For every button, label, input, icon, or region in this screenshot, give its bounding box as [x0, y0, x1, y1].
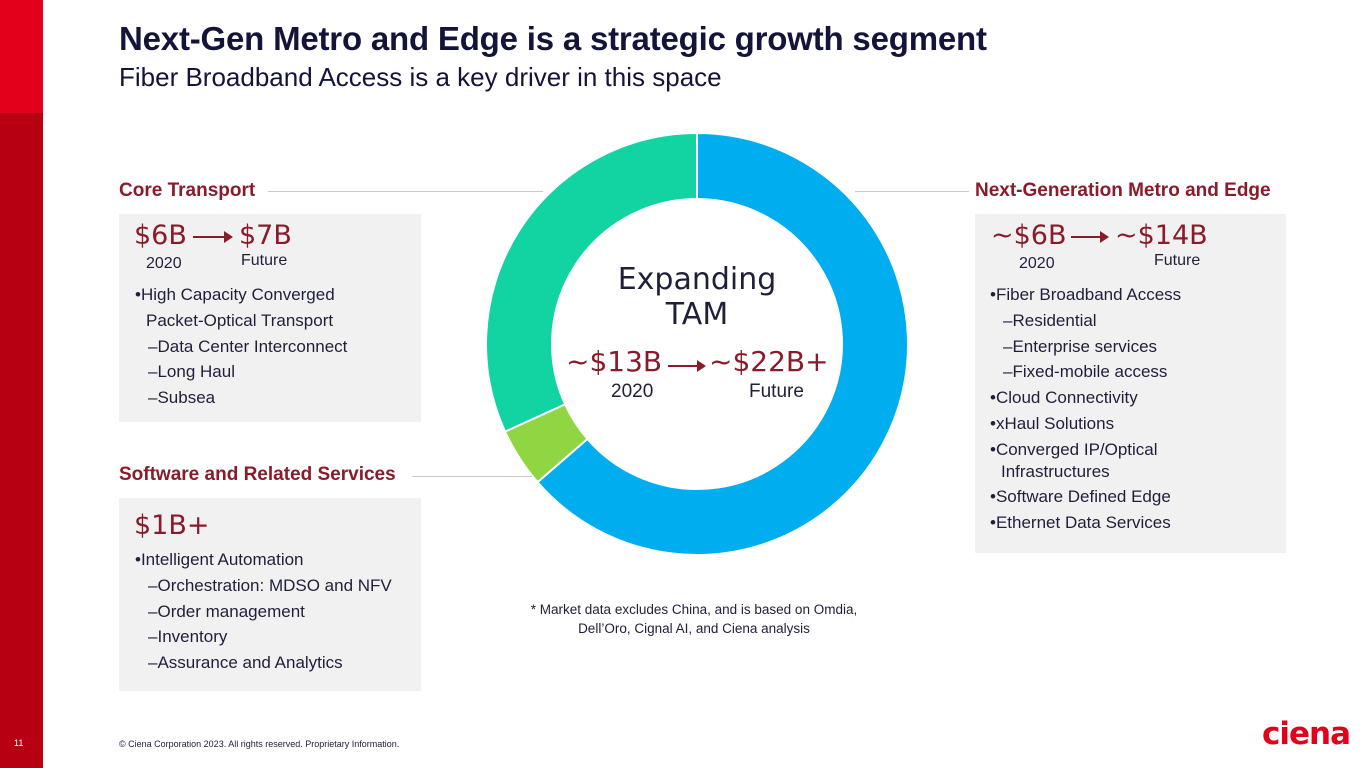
core-transport-arrow-icon	[193, 231, 233, 243]
list-item: Enterprise services	[990, 334, 1181, 360]
list-item: Software Defined Edge	[990, 484, 1181, 510]
side-accent-bar	[0, 0, 43, 768]
core-transport-list: High Capacity Converged Packet-Optical T…	[135, 282, 347, 411]
footnote-line-2: Dell’Oro, Cignal AI, and Ciena analysis	[578, 621, 810, 636]
core-transport-2020-label: 2020	[146, 255, 182, 272]
slide-subtitle: Fiber Broadband Access is a key driver i…	[119, 62, 722, 92]
donut-slice-core-transport	[486, 133, 698, 433]
footnote-line-1: * Market data excludes China, and is bas…	[530, 602, 858, 617]
list-item: xHaul Solutions	[990, 411, 1181, 437]
copyright-notice: © Ciena Corporation 2023. All rights res…	[119, 739, 400, 749]
list-item: Orchestration: MDSO and NFV	[135, 573, 391, 599]
core-transport-2020-value: $6B	[134, 220, 187, 251]
list-item: Cloud Connectivity	[990, 385, 1181, 411]
chart-center-future-value: ~$22B+	[709, 345, 829, 378]
metro-edge-heading: Next-Generation Metro and Edge	[969, 180, 1271, 202]
page-number: 11	[14, 738, 24, 748]
side-accent-bar-top	[0, 0, 43, 113]
list-item: Subsea	[135, 385, 347, 411]
list-item: Residential	[990, 308, 1181, 334]
software-services-panel: $1B+ Intelligent Automation Orchestratio…	[119, 498, 421, 691]
list-item: Intelligent Automation	[135, 547, 392, 573]
core-transport-future-value: $7B	[239, 220, 292, 251]
metro-edge-panel: ~$6B ~$14B 2020 Future Fiber Broadband A…	[975, 214, 1286, 553]
software-services-list: Intelligent Automation Orchestration: MD…	[135, 547, 392, 676]
list-item: Assurance and Analytics	[135, 650, 392, 676]
metro-edge-future-value: ~$14B	[1115, 220, 1208, 251]
list-item: Infrastructures	[1001, 461, 1110, 481]
footnote: * Market data excludes China, and is bas…	[494, 600, 894, 638]
core-transport-future-label: Future	[241, 252, 288, 269]
metro-edge-arrow-icon	[1071, 231, 1109, 243]
list-item: Long Haul	[135, 359, 347, 385]
metro-edge-future-label: Future	[1154, 252, 1201, 269]
metro-edge-2020-label: 2020	[1019, 255, 1055, 272]
metro-edge-2020-value: ~$6B	[991, 220, 1067, 251]
software-services-value: $1B+	[134, 510, 210, 541]
core-transport-heading: Core Transport	[119, 180, 262, 202]
list-item: Converged IP/Optical	[990, 439, 1181, 461]
ciena-logo: ciena	[1262, 716, 1351, 752]
chart-center-future-label: Future	[749, 381, 804, 402]
tam-donut-chart	[486, 133, 908, 555]
list-item: Order management	[135, 599, 392, 625]
list-item: Inventory	[135, 624, 392, 650]
software-services-heading: Software and Related Services	[119, 464, 402, 486]
list-item: Data Center Interconnect	[135, 334, 347, 360]
list-item: Packet-Optical Transport	[146, 310, 334, 330]
list-item: Ethernet Data Services	[990, 510, 1181, 536]
donut-slice-next-generation-metro-and-edge	[536, 133, 908, 555]
software-leader-line	[412, 476, 532, 477]
core-transport-panel: $6B $7B 2020 Future High Capacity Conver…	[119, 214, 421, 422]
chart-center-title: Expanding TAM	[617, 262, 777, 332]
list-item: Fiber Broadband Access	[990, 282, 1181, 308]
slide-title: Next-Gen Metro and Edge is a strategic g…	[119, 20, 987, 57]
chart-center-2020-label: 2020	[611, 381, 654, 402]
chart-center-2020-value: ~$13B	[566, 345, 663, 378]
metro-edge-list: Fiber Broadband Access Residential Enter…	[990, 282, 1181, 535]
core-transport-leader-line	[268, 191, 543, 192]
metro-edge-leader-line	[855, 191, 973, 192]
list-item: Fixed-mobile access	[990, 359, 1181, 385]
chart-center-arrow-icon	[668, 360, 706, 372]
list-item: High Capacity Converged	[135, 282, 347, 308]
